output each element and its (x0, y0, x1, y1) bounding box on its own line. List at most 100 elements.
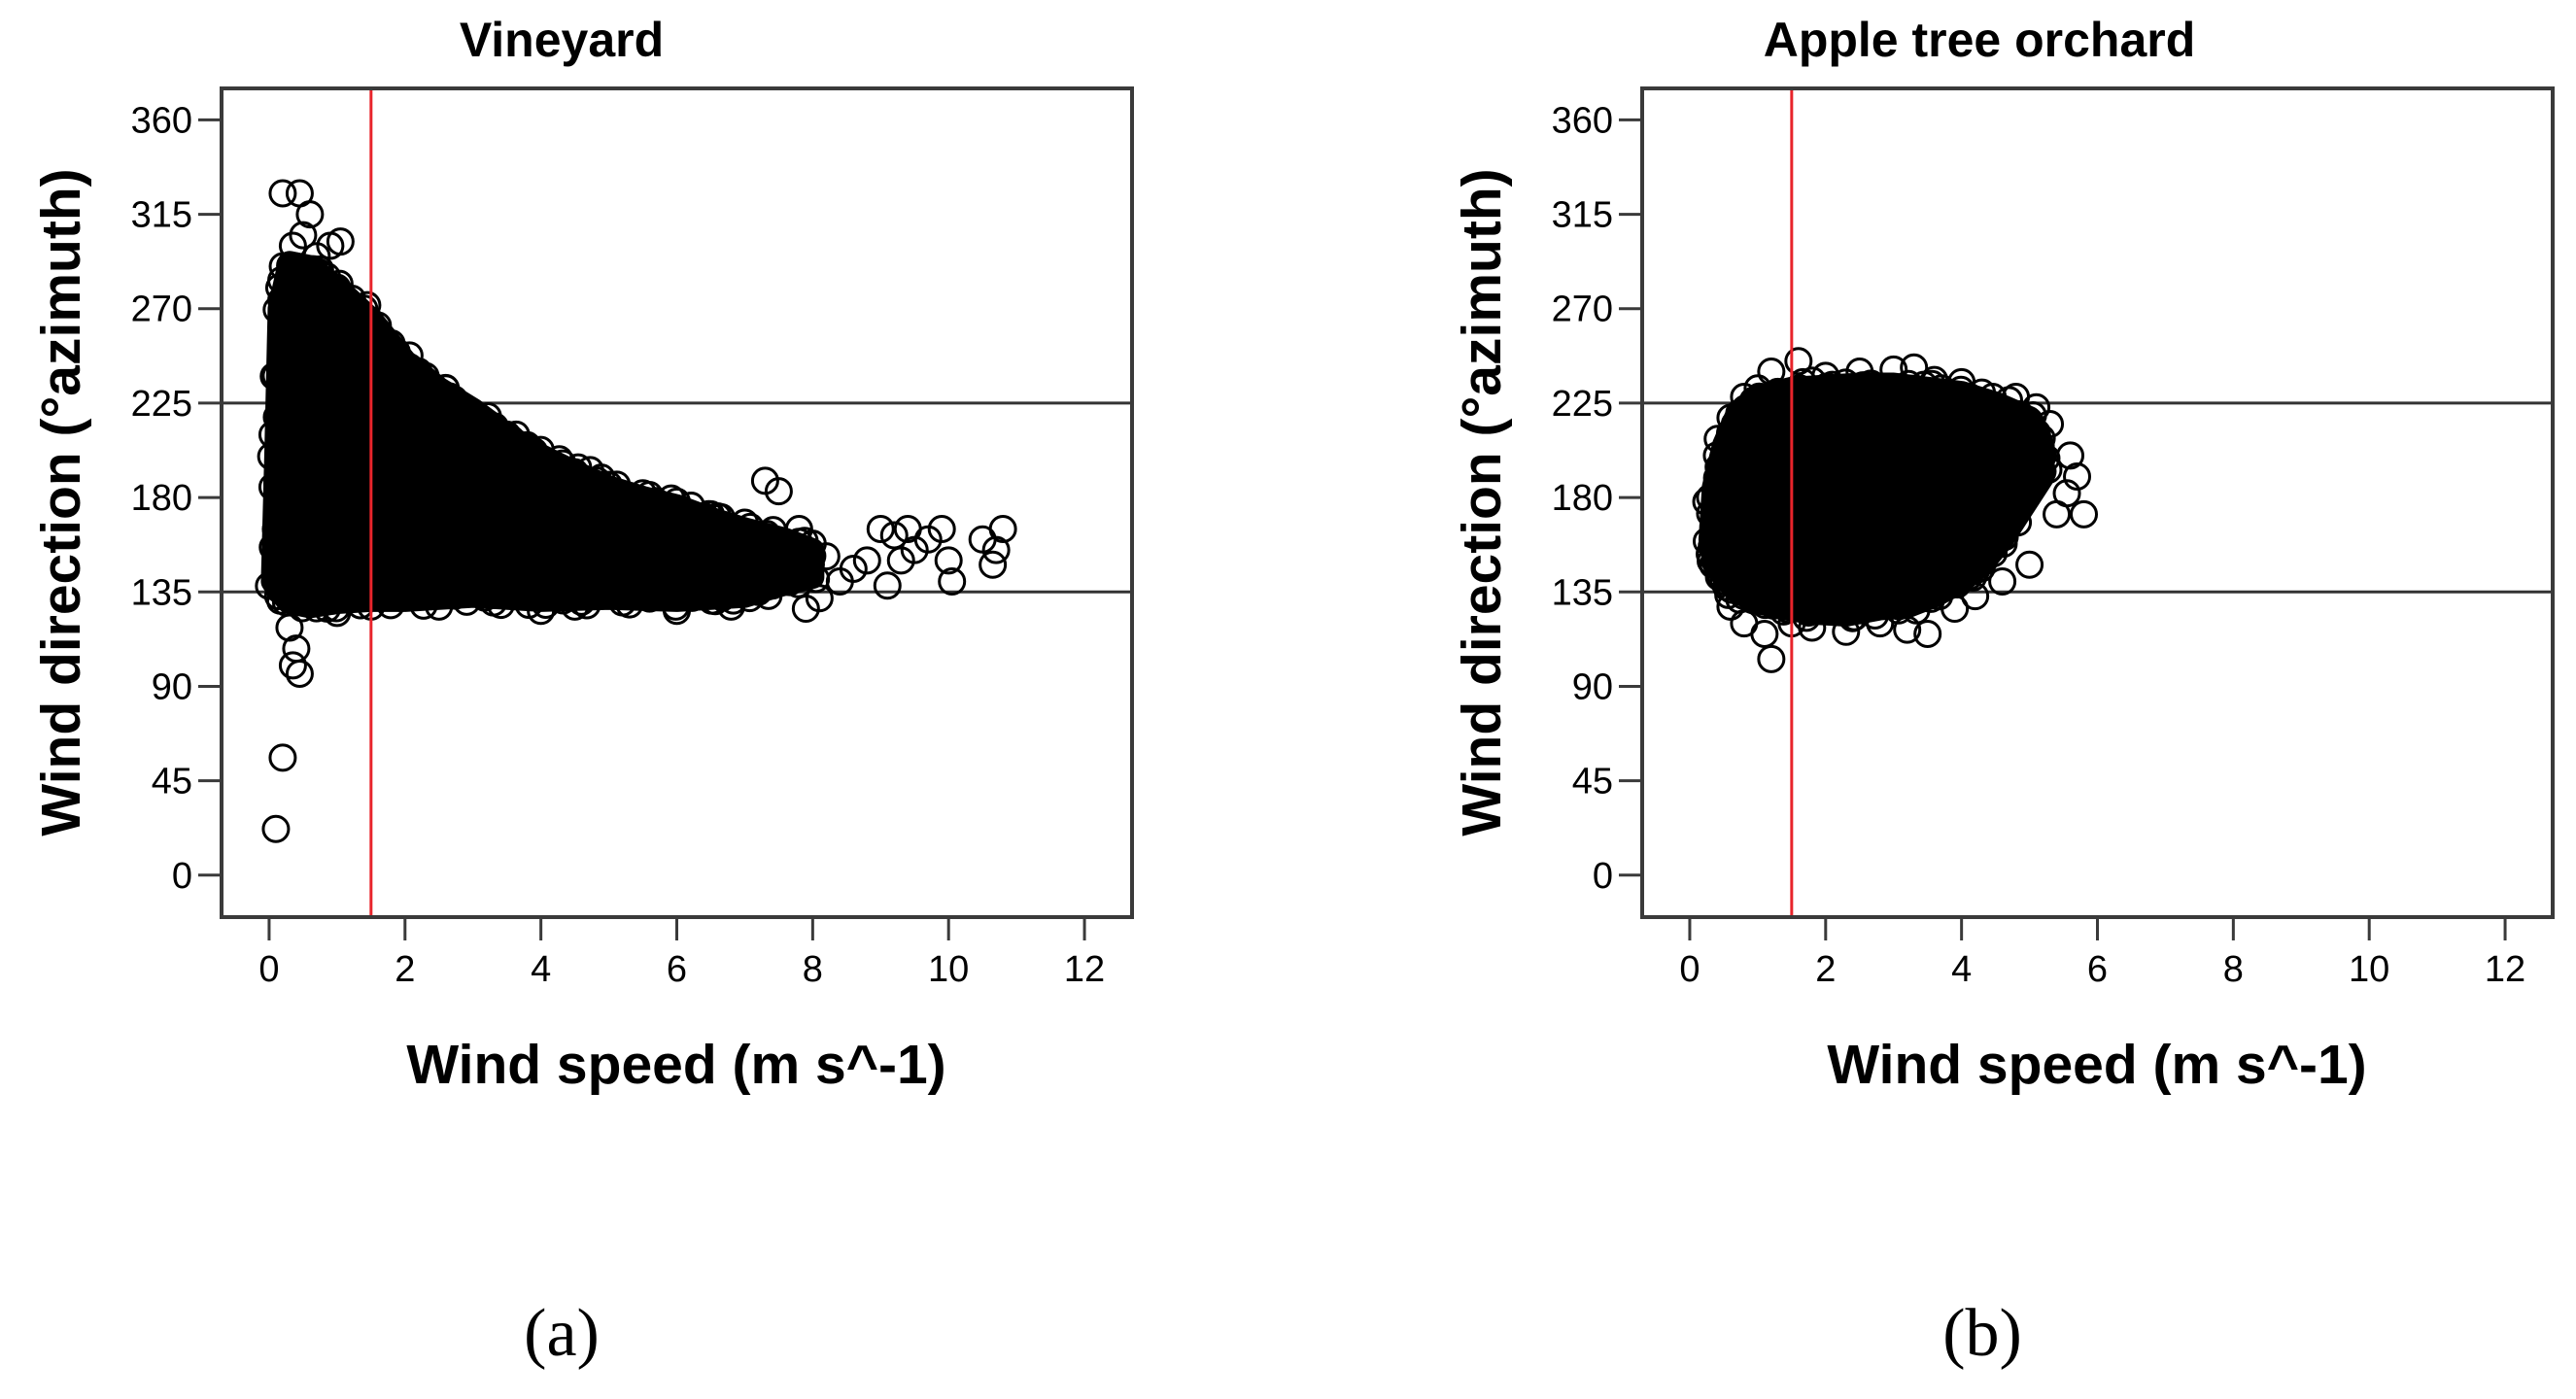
data-point (1866, 609, 1895, 638)
data-point (275, 566, 304, 596)
data-point (2015, 550, 2044, 579)
data-point (1743, 504, 1772, 533)
chart-vineyard: Vineyard Wind direction (°azimuth) Wind … (30, 13, 1134, 1371)
data-point (1920, 365, 1949, 394)
cloud-edge-point (1866, 375, 1895, 404)
data-point (520, 437, 549, 466)
data-point (1913, 420, 1942, 449)
data-point (377, 347, 406, 376)
y-tick-label: 90 (1572, 666, 1613, 707)
data-point (839, 555, 868, 584)
data-point (289, 221, 318, 250)
cloud-edge-point (1927, 374, 1956, 403)
cloud-edge-point (629, 490, 658, 519)
data-point (595, 470, 624, 499)
data-point (2036, 410, 2065, 439)
panel-label-b: (b) (1942, 1296, 2022, 1371)
data-point (730, 508, 759, 537)
y-tick-label: 360 (1552, 100, 1613, 141)
x-tick-label: 8 (2223, 949, 2244, 990)
data-point (295, 378, 325, 407)
x-axis-label: Wind speed (m s^-1) (1827, 1034, 2366, 1096)
y-tick-label: 180 (1552, 478, 1613, 519)
data-point (264, 273, 293, 302)
x-tick-label: 12 (1064, 949, 1105, 990)
data-point (1811, 361, 1840, 391)
x-tick-label: 6 (2087, 949, 2108, 990)
data-point (1947, 514, 1976, 543)
y-axis-label: Wind direction (°azimuth) (1451, 168, 1513, 836)
data-point (459, 399, 488, 428)
data-point (302, 462, 331, 492)
data-point (493, 420, 522, 449)
x-tick-label: 0 (258, 949, 279, 990)
data-point (852, 546, 881, 575)
data-point (1961, 582, 1990, 611)
data-point (873, 571, 902, 600)
y-tick-label: 315 (131, 195, 192, 236)
data-point (629, 479, 658, 508)
y-tick-label: 0 (172, 856, 192, 897)
data-point (2056, 441, 2085, 470)
cloud-edge-point (2027, 424, 2056, 453)
data-point (527, 597, 556, 626)
cloud-edge-point (266, 286, 295, 315)
cloud-edge-point (1704, 453, 1734, 482)
data-point (1845, 441, 1874, 470)
cloud-edge-point (257, 442, 286, 471)
data-point (1757, 644, 1786, 673)
x-tick-label: 4 (1951, 949, 1972, 990)
data-point (1900, 353, 1929, 382)
data-point (261, 361, 291, 391)
data-point (1968, 378, 1997, 407)
x-tick-label: 4 (531, 949, 551, 990)
data-point (1879, 355, 1908, 384)
data-point (275, 336, 304, 365)
data-point (363, 311, 393, 340)
data-point (663, 487, 691, 516)
x-tick-label: 10 (928, 949, 969, 990)
data-point (979, 550, 1008, 579)
cloud-edge-point (265, 575, 294, 604)
cloud-edge-point (564, 453, 593, 482)
data-point (1709, 566, 1738, 596)
data-point (811, 542, 841, 571)
data-point (431, 374, 461, 403)
y-tick-label: 270 (1552, 290, 1613, 330)
data-point (1879, 483, 1908, 512)
cloud-edge-point (497, 425, 526, 454)
y-tick-label: 225 (131, 384, 192, 425)
data-point (716, 592, 745, 621)
y-axis-label: Wind direction (°azimuth) (30, 168, 92, 836)
cloud-edge-point (716, 518, 745, 547)
cloud-edge-point (1989, 514, 2018, 543)
y-axis: 0 45 90 135 180 225 270 315 360 (1552, 100, 1642, 897)
data-point (1730, 382, 1759, 411)
x-tick-label: 6 (667, 949, 687, 990)
data-point (261, 814, 291, 843)
data-point (326, 227, 355, 256)
data-point (258, 420, 287, 449)
cloud-edge-point (2013, 481, 2043, 510)
x-tick-label: 10 (2349, 949, 2389, 990)
data-point (1730, 609, 1759, 638)
data-point (1757, 358, 1786, 387)
data-point (275, 441, 304, 470)
cloud-edge-point (679, 501, 708, 530)
cloud-edge-point (2019, 465, 2048, 495)
data-point (2070, 499, 2099, 529)
data-point (1832, 617, 1861, 646)
data-point (278, 231, 307, 260)
x-axis: 0 2 4 6 8 10 12 (258, 917, 1105, 990)
cloud-edge-point (1906, 585, 1935, 614)
chart-title: Apple tree orchard (1764, 13, 2196, 67)
data-point (791, 595, 820, 624)
data-point (879, 521, 909, 550)
cloud-edge-point (652, 581, 681, 610)
x-tick-label: 8 (803, 949, 823, 990)
data-point (289, 504, 318, 533)
cloud-edge-point (1908, 580, 1938, 609)
cloud-edge-point (267, 573, 296, 602)
x-tick-label: 12 (2485, 949, 2525, 990)
cloud-edge-point (567, 587, 596, 616)
